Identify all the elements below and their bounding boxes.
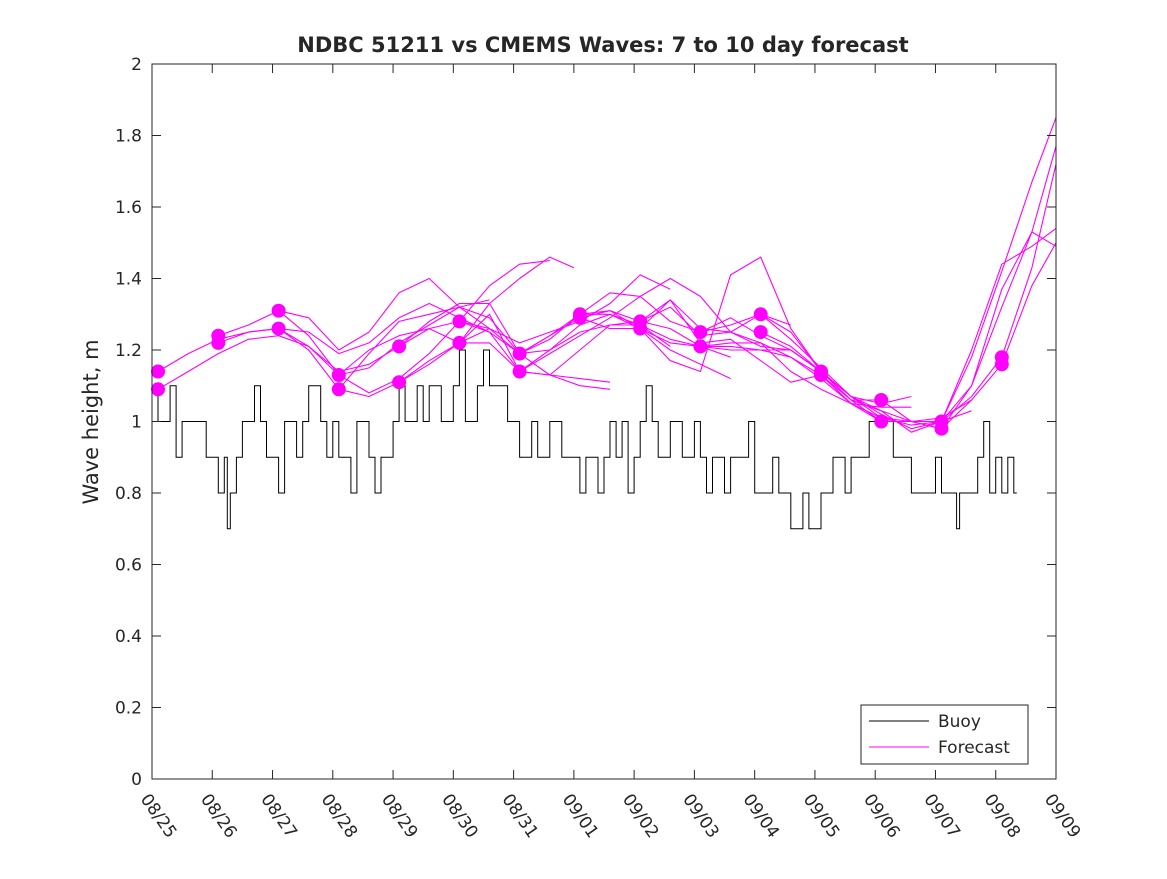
forecast-marker (452, 314, 467, 329)
forecast-marker (633, 321, 648, 336)
x-tick-label: 09/07 (919, 790, 963, 842)
forecast-marker (753, 307, 768, 322)
y-tick-label: 1.4 (115, 270, 142, 290)
forecast-line (760, 117, 1057, 433)
forecast-marker (271, 321, 286, 336)
forecast-marker (452, 335, 467, 350)
forecast-marker (331, 382, 346, 397)
forecast-marker (151, 382, 165, 397)
x-tick-label: 09/04 (739, 790, 783, 842)
forecast-marker (994, 357, 1009, 372)
x-tick-label: 08/31 (498, 790, 542, 842)
forecast-marker (271, 303, 286, 318)
x-tick-label: 09/08 (980, 790, 1024, 842)
forecast-marker (874, 414, 889, 429)
forecast-marker (693, 325, 708, 340)
x-tick-label: 08/30 (437, 790, 481, 842)
forecast-marker (392, 339, 407, 354)
forecast-marker (151, 364, 165, 379)
x-tick-label: 09/06 (859, 790, 903, 842)
y-tick-label: 0.8 (115, 484, 142, 504)
forecast-marker (572, 310, 587, 325)
forecast-marker (753, 325, 768, 340)
forecast-line (278, 277, 611, 390)
buoy-series-layer (152, 349, 1017, 530)
y-axis: 0 0.2 0.4 0.6 0.8 1 1.2 1.4 1.6 1.8 2 (115, 55, 1056, 790)
x-tick-label: 08/27 (256, 790, 300, 842)
y-tick-label: 0.4 (115, 627, 142, 647)
forecast-line (459, 313, 791, 376)
forecast-line (157, 299, 490, 390)
forecast-marker (211, 335, 226, 350)
x-tick-label: 09/03 (678, 790, 722, 842)
forecast-marker (693, 339, 708, 354)
forecast-marker (934, 421, 949, 436)
legend-box (860, 704, 1029, 765)
x-tick-label: 09/09 (1040, 790, 1084, 842)
y-tick-label: 1.2 (115, 341, 142, 361)
y-tick-label: 0.2 (115, 699, 142, 719)
forecast-series-layer (157, 117, 1057, 433)
y-tick-label: 0.6 (115, 556, 142, 576)
y-tick-label: 2 (131, 55, 142, 75)
x-tick-label: 09/05 (799, 790, 843, 842)
forecast-marker (331, 368, 346, 382)
forecast-marker (512, 364, 527, 379)
forecast-line (519, 277, 852, 405)
forecast-marker (874, 393, 889, 407)
chart-title: NDBC 51211 vs CMEMS Waves: 7 to 10 day f… (297, 33, 908, 57)
x-tick-label: 08/29 (377, 790, 421, 842)
y-axis-label: Wave height, m (79, 339, 103, 504)
x-tick-label: 08/28 (317, 790, 361, 842)
y-tick-label: 0 (131, 770, 142, 790)
x-tick-label: 08/25 (136, 790, 180, 842)
x-tick-label: 09/01 (558, 790, 602, 842)
x-tick-label: 08/26 (196, 790, 240, 842)
legend-forecast-label: Forecast (938, 738, 1010, 758)
legend-buoy-label: Buoy (938, 712, 981, 732)
y-tick-label: 1.8 (115, 127, 142, 147)
buoy-line (152, 349, 1017, 530)
x-tick-label: 09/02 (618, 790, 662, 842)
forecast-marker (392, 375, 407, 390)
y-tick-label: 1.6 (115, 198, 142, 218)
forecast-marker (814, 368, 828, 382)
legend: Buoy Forecast (860, 704, 1029, 765)
forecast-line (398, 302, 731, 380)
y-tick-label: 1 (131, 413, 142, 433)
forecast-marker (512, 346, 527, 361)
forecast-marker-layer (151, 303, 1009, 436)
